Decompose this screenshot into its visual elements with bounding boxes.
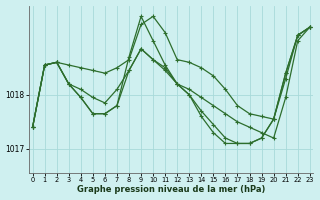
X-axis label: Graphe pression niveau de la mer (hPa): Graphe pression niveau de la mer (hPa) xyxy=(77,185,265,194)
